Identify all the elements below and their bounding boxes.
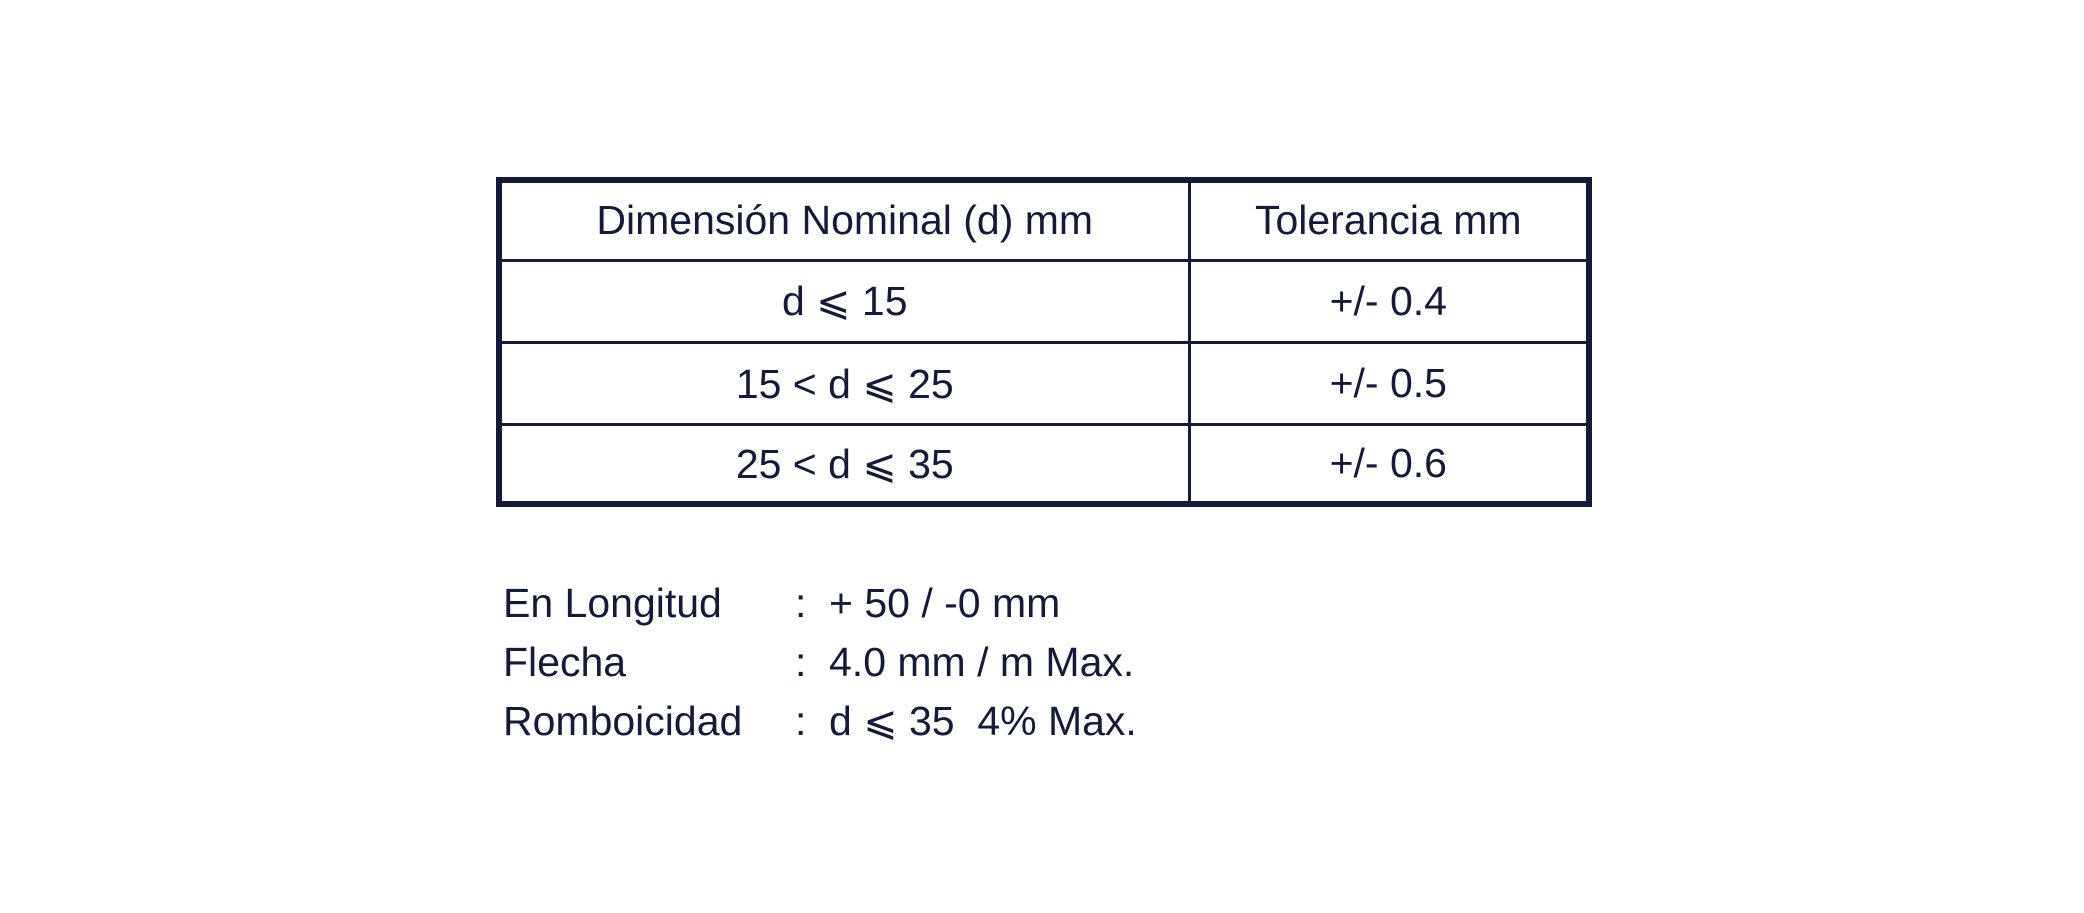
table-row: d ⩽ 15 +/- 0.4 xyxy=(497,258,1591,344)
spec-row-longitud: En Longitud : + 50 / -0 mm xyxy=(503,574,1137,633)
spec-value: d ⩽ 35 4% Max. xyxy=(829,698,1137,744)
spec-value: 4.0 mm / m Max. xyxy=(829,639,1135,685)
header-tolerance: Tolerancia mm xyxy=(1187,178,1591,262)
table-header-row: Dimensión Nominal (d) mm Tolerancia mm xyxy=(497,178,1591,262)
spec-colon: : xyxy=(795,639,807,685)
cell-dimension: 25 < d ⩽ 35 xyxy=(497,423,1191,506)
spec-row-romboicidad: Romboicidad : d ⩽ 35 4% Max. xyxy=(503,692,1137,751)
spec-list: En Longitud : + 50 / -0 mm Flecha : 4.0 … xyxy=(503,574,1137,751)
spec-colon: : xyxy=(795,698,807,744)
spec-label: Flecha xyxy=(503,639,627,685)
header-dimension: Dimensión Nominal (d) mm xyxy=(497,178,1191,262)
spec-label: En Longitud xyxy=(503,580,722,626)
cell-tolerance: +/- 0.5 xyxy=(1187,340,1591,427)
spec-row-flecha: Flecha : 4.0 mm / m Max. xyxy=(503,633,1137,692)
spec-colon: : xyxy=(795,580,807,626)
tolerance-table: Dimensión Nominal (d) mm Tolerancia mm d… xyxy=(496,177,1592,507)
cell-tolerance: +/- 0.4 xyxy=(1187,258,1591,344)
cell-dimension: 15 < d ⩽ 25 xyxy=(497,340,1191,427)
table-row: 15 < d ⩽ 25 +/- 0.5 xyxy=(497,340,1591,427)
table-row: 25 < d ⩽ 35 +/- 0.6 xyxy=(497,423,1591,506)
cell-tolerance: +/- 0.6 xyxy=(1187,423,1591,506)
spec-label: Romboicidad xyxy=(503,698,743,744)
cell-dimension: d ⩽ 15 xyxy=(497,258,1191,344)
spec-value: + 50 / -0 mm xyxy=(829,580,1061,626)
